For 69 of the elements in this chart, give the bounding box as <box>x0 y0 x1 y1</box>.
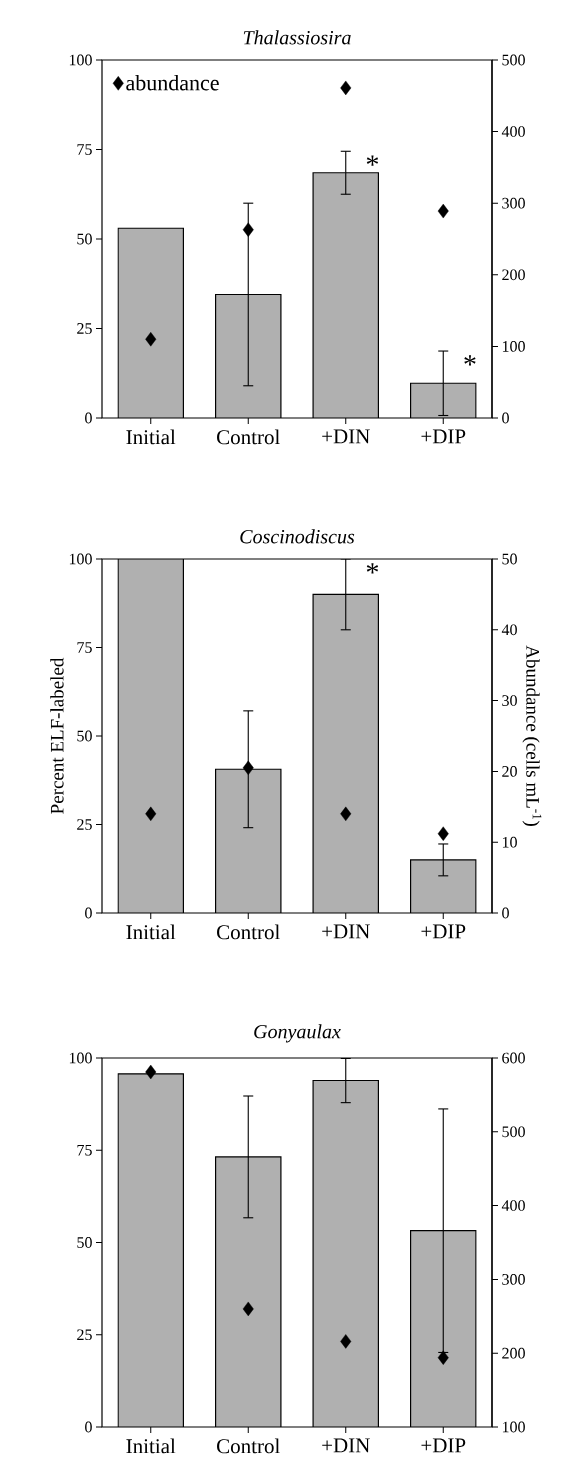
point <box>437 203 449 219</box>
point <box>145 806 157 822</box>
y-tick-label: 75 <box>77 1144 92 1156</box>
y-tick-label: 50 <box>77 233 92 245</box>
legend-label: abundance <box>126 74 219 91</box>
y2-tick-label: 400 <box>501 1200 525 1211</box>
point <box>437 1350 449 1365</box>
bar <box>313 172 379 418</box>
y-tick-label: 100 <box>69 1052 92 1064</box>
y2-tick-label: 0 <box>502 412 509 424</box>
y2-tick-label: 20 <box>502 766 517 777</box>
y-tick-label: 25 <box>77 323 92 334</box>
x-tick-label: Initial <box>126 1438 176 1454</box>
y2-tick-label: 500 <box>502 54 525 66</box>
y2-tick-label: 400 <box>501 126 525 137</box>
x-tick-label: +DIP <box>421 1438 466 1453</box>
y-tick-label: 25 <box>77 1329 92 1341</box>
y-tick-label: 0 <box>85 907 92 919</box>
y-tick-label: 25 <box>77 819 92 830</box>
chart-title: Thalassiosira <box>243 30 351 45</box>
y2-tick-label: 50 <box>502 553 517 565</box>
x-tick-label: Initial <box>126 924 176 940</box>
y2-tick-label: 100 <box>502 341 525 352</box>
x-tick-label: Initial <box>126 429 176 445</box>
point <box>145 1064 157 1080</box>
point <box>340 1334 352 1349</box>
point <box>242 760 254 776</box>
y2-tick-label: 200 <box>502 269 525 281</box>
y2-tick-label: 500 <box>502 1126 525 1138</box>
x-tick-label: Control <box>217 429 280 445</box>
y2-tick-label: 300 <box>502 197 525 209</box>
y2-tick-label: 0 <box>502 907 509 919</box>
chart-title: Gonyaulax <box>254 1024 341 1043</box>
bar <box>118 228 184 418</box>
y-tick-label: 100 <box>69 54 92 66</box>
x-tick-label: +DIN <box>322 924 370 939</box>
point <box>340 80 352 96</box>
y2-tick-label: 10 <box>502 836 517 848</box>
y2-tick-label: 200 <box>502 1347 525 1359</box>
y-tick-label: 50 <box>77 1237 92 1248</box>
y2-tick-label: 600 <box>502 1052 525 1064</box>
y-tick-label: 75 <box>77 144 92 155</box>
point <box>242 222 254 237</box>
y-axis-title: Percent ELF-labeled <box>50 657 64 814</box>
y2-axis-title: Abundance (cells mL$^{-1}$) <box>522 645 542 826</box>
annotation: * <box>366 155 379 166</box>
x-tick-label: +DIN <box>322 429 370 444</box>
y-tick-label: 50 <box>77 730 92 742</box>
point <box>340 806 352 822</box>
x-tick-label: +DIP <box>421 429 466 444</box>
y2-tick-label: 40 <box>501 624 517 636</box>
point <box>145 332 157 347</box>
y-tick-label: 0 <box>85 412 92 424</box>
y2-tick-label: 300 <box>502 1274 525 1285</box>
x-tick-label: Control <box>217 924 280 940</box>
point <box>437 826 449 841</box>
y-tick-label: 100 <box>69 553 92 565</box>
annotation: * <box>366 563 379 574</box>
x-tick-label: +DIN <box>322 1438 370 1453</box>
y-tick-label: 75 <box>77 642 92 653</box>
chart-title: Coscinodiscus <box>240 529 355 544</box>
annotation: * <box>464 355 476 366</box>
y2-tick-label: 100 <box>502 1421 525 1433</box>
y-tick-label: 0 <box>85 1421 92 1433</box>
y2-tick-label: 30 <box>502 695 517 706</box>
x-tick-label: +DIP <box>421 924 466 939</box>
point <box>242 1301 254 1317</box>
bar <box>409 382 477 418</box>
x-tick-label: Control <box>217 1438 280 1454</box>
